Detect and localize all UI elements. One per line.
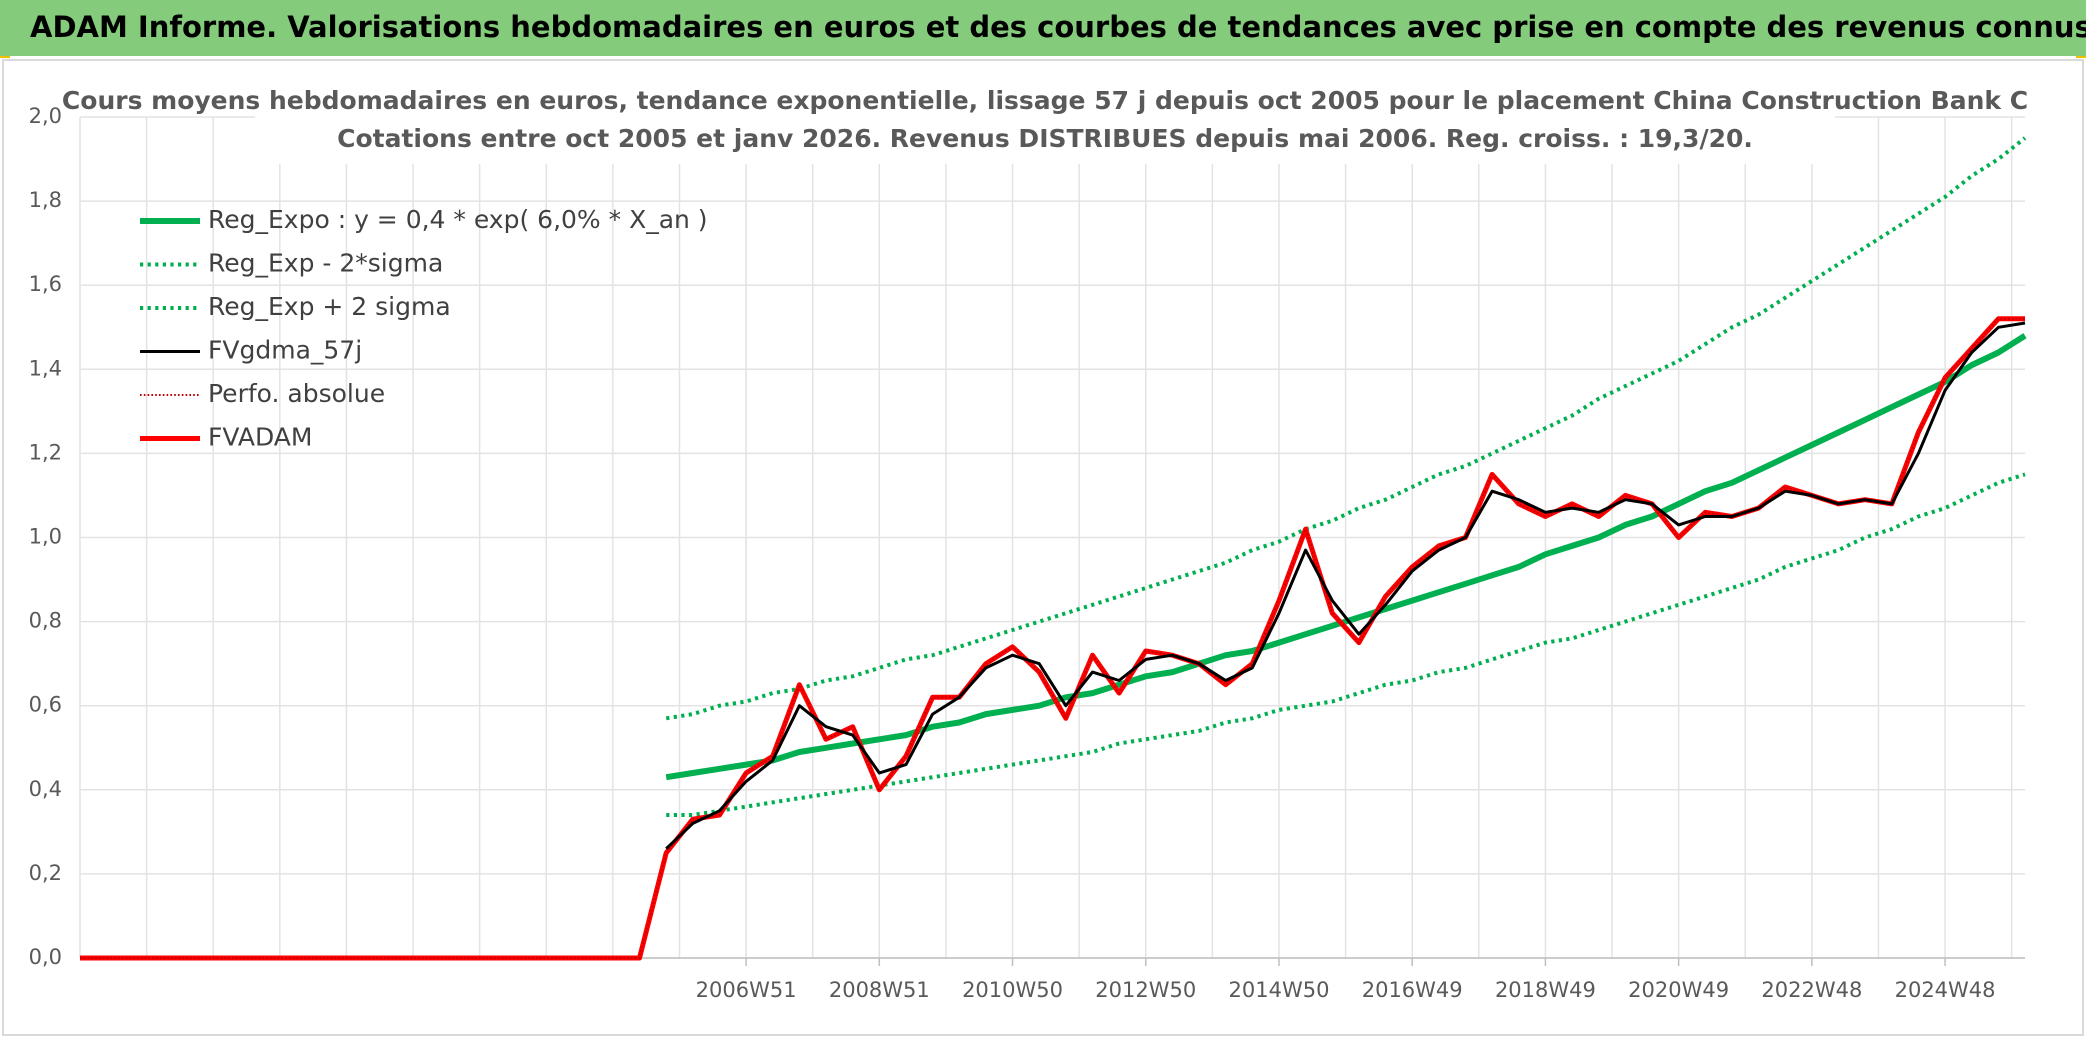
series-line bbox=[665, 333, 2027, 781]
y-tick-label: 0,2 bbox=[29, 861, 62, 885]
legend-label: Reg_Exp + 2 sigma bbox=[208, 292, 451, 321]
y-tick-label: 0,4 bbox=[29, 777, 62, 801]
series-line bbox=[666, 472, 2026, 817]
y-tick-label: 1,6 bbox=[29, 272, 62, 296]
legend-label: Reg_Expo : y = 0,4 * exp( 6,0% * X_an ) bbox=[208, 205, 708, 234]
series-line bbox=[665, 321, 2026, 850]
legend-label: FVgdma_57j bbox=[208, 336, 362, 365]
legend-label: Reg_Exp - 2*sigma bbox=[208, 249, 443, 278]
x-tick-label: 2014W50 bbox=[1229, 978, 1330, 1002]
x-tick-label: 2020W49 bbox=[1628, 978, 1729, 1002]
chart-subtitle: Cotations entre oct 2005 et janv 2026. R… bbox=[337, 124, 1753, 153]
legend: Reg_Expo : y = 0,4 * exp( 6,0% * X_an ) R… bbox=[140, 205, 708, 452]
chart-title: Cours moyens hebdomadaires en euros, ten… bbox=[62, 86, 2028, 115]
y-tick-label: 1,4 bbox=[29, 356, 62, 380]
x-tick-label: 2006W51 bbox=[696, 978, 797, 1002]
x-tick-label: 2016W49 bbox=[1362, 978, 1463, 1002]
y-tick-label: 1,0 bbox=[29, 525, 62, 549]
lines bbox=[80, 136, 2027, 961]
header: ADAM Informe. Valorisations hebdomadaire… bbox=[30, 10, 2086, 44]
y-tick-label: 2,0 bbox=[29, 104, 62, 128]
title-backdrop bbox=[255, 84, 1835, 164]
y-tick-label: 0,0 bbox=[29, 945, 62, 969]
grid: 0,0 0,2 0,4 0,6 0,8 1,0 1,2 1,4 1,6 1,8 2,0 2006W51… bbox=[29, 104, 2025, 1002]
x-tick-label: 2010W50 bbox=[962, 978, 1063, 1002]
legend-label: Perfo. absolue bbox=[208, 379, 385, 408]
series-line bbox=[665, 136, 2027, 721]
x-tick-label: 2022W48 bbox=[1761, 978, 1862, 1002]
series-line bbox=[80, 317, 2025, 959]
legend-label: FVADAM bbox=[208, 423, 312, 452]
x-tick-label: 2018W49 bbox=[1495, 978, 1596, 1002]
y-tick-label: 1,8 bbox=[29, 188, 62, 212]
chart-frame bbox=[2, 59, 2084, 1036]
y-tick-label: 0,8 bbox=[29, 609, 62, 633]
y-tick-label: 0,6 bbox=[29, 693, 62, 717]
header-bar bbox=[0, 0, 2086, 56]
x-tick-label: 2008W51 bbox=[829, 978, 930, 1002]
y-tick-label: 1,2 bbox=[29, 440, 62, 464]
x-tick-label: 2024W48 bbox=[1895, 978, 1996, 1002]
x-tick-label: 2012W50 bbox=[1095, 978, 1196, 1002]
